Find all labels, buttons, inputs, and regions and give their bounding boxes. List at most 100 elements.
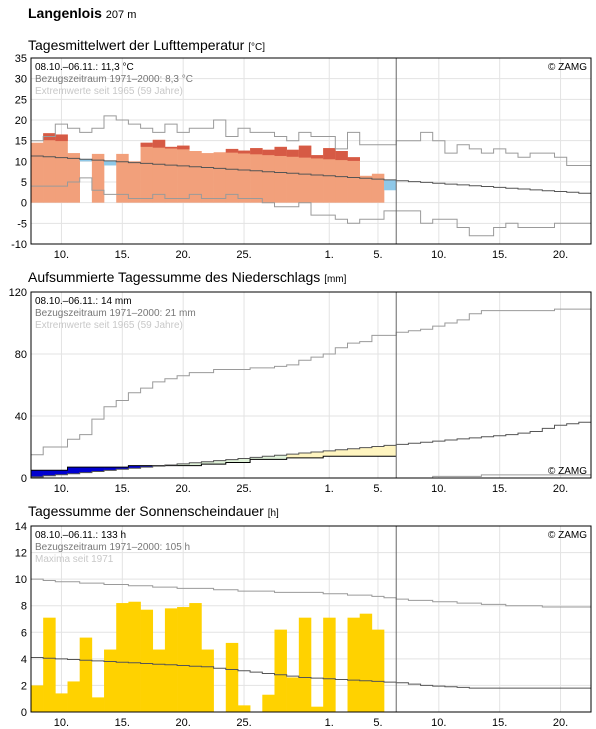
min-line bbox=[31, 177, 591, 237]
x-tick-label: 10. bbox=[431, 483, 446, 495]
chart-panel-2: 0 40 80 120 10. 15. 20. 25. 1. 5. 10. 15. 20. 08.10.–… bbox=[9, 287, 592, 495]
sunshine-bar bbox=[152, 649, 166, 712]
temperature-warm-bar bbox=[335, 151, 348, 161]
y-tick-label: 6 bbox=[21, 627, 27, 639]
temperature-anomaly-bar bbox=[31, 142, 44, 156]
sunshine-unit: [h] bbox=[267, 508, 279, 519]
precipitation-accum-bar bbox=[104, 467, 117, 471]
temperature-warm-bar bbox=[347, 157, 360, 161]
y-tick-label: 10 bbox=[15, 574, 27, 586]
temperature-warm-bar bbox=[152, 139, 166, 148]
max-line bbox=[31, 115, 591, 166]
temperature-anomaly-bar bbox=[201, 153, 214, 168]
x-tick-label: 10. bbox=[431, 249, 446, 261]
info-line: Bezugszeitraum 1971–2000: 8,3 °C bbox=[35, 74, 193, 85]
temperature-base-bar bbox=[67, 158, 80, 203]
precipitation-accum-bar bbox=[335, 449, 348, 457]
x-tick-label: 15. bbox=[115, 249, 130, 261]
temperature-anomaly-bar bbox=[225, 148, 239, 170]
temperature-base-bar bbox=[274, 172, 287, 203]
precipitation-accum-bar bbox=[189, 462, 202, 466]
temperature-warm-bar bbox=[237, 150, 251, 154]
temperature-anomaly-bar bbox=[189, 151, 202, 167]
precipitation-accum-bar bbox=[225, 459, 239, 463]
temperature-anomaly-bar bbox=[371, 173, 385, 180]
sunshine-bar bbox=[359, 613, 373, 712]
sunshine-bar bbox=[371, 629, 385, 712]
temperature-warm-bar bbox=[177, 145, 190, 150]
copyright-label: © ZAMG bbox=[548, 466, 587, 477]
temperature-warm-bar bbox=[250, 148, 263, 155]
x-tick-label: 15. bbox=[492, 717, 507, 729]
temperature-base-bar bbox=[225, 169, 239, 203]
precipitation-accum-bar bbox=[298, 453, 312, 458]
y-tick-label: 2 bbox=[21, 680, 27, 692]
precipitation-accum-bar bbox=[140, 465, 154, 468]
y-tick-label: 12 bbox=[15, 548, 27, 560]
temperature-anomaly-bar bbox=[213, 152, 227, 169]
temperature-anomaly-bar bbox=[237, 150, 251, 171]
x-tick-label: 5. bbox=[373, 249, 382, 261]
sunshine-bar bbox=[225, 642, 239, 712]
sunshine-bar bbox=[237, 705, 251, 712]
precipitation-accum-bar bbox=[79, 467, 93, 473]
sunshine-bar bbox=[164, 608, 178, 712]
y-tick-label: 15 bbox=[15, 136, 27, 148]
chart-panel-3: 0 2 4 6 8 10 12 14 10. 15. 20. 25. 1. 5. 10. 15. 20. 08.1… bbox=[15, 521, 592, 729]
x-tick-label: 10. bbox=[54, 717, 69, 729]
y-tick-label: 120 bbox=[9, 287, 27, 299]
precipitation-accum-bar bbox=[67, 467, 80, 474]
info-line: 08.10.–06.11.: 14 mm bbox=[35, 296, 132, 307]
x-tick-label: 20. bbox=[553, 717, 568, 729]
temperature-anomaly-bar bbox=[177, 145, 190, 166]
sunshine-chart-title: Tagessumme der Sonnenscheindauer [h] bbox=[28, 503, 279, 519]
y-tick-label: 0 bbox=[21, 198, 27, 210]
temperature-base-bar bbox=[347, 177, 360, 203]
x-tick-label: 25. bbox=[236, 249, 251, 261]
precipitation-accum-bar bbox=[347, 448, 360, 457]
precipitation-accum-bar bbox=[213, 460, 227, 465]
x-tick-label: 1. bbox=[325, 717, 334, 729]
sunshine-bar bbox=[274, 629, 287, 712]
x-tick-label: 5. bbox=[373, 717, 382, 729]
temperature-warm-bar bbox=[274, 146, 287, 156]
temperature-warm-bar bbox=[140, 142, 154, 147]
y-tick-label: -10 bbox=[11, 239, 27, 251]
copyright-label: © ZAMG bbox=[548, 530, 587, 541]
sunshine-bar bbox=[128, 601, 141, 712]
temperature-anomaly-bar bbox=[128, 161, 141, 163]
info-line: 08.10.–06.11.: 133 h bbox=[35, 530, 126, 541]
y-tick-label: -5 bbox=[17, 218, 27, 230]
temperature-base-bar bbox=[359, 178, 373, 203]
x-tick-label: 15. bbox=[115, 717, 130, 729]
x-tick-label: 15. bbox=[492, 249, 507, 261]
y-tick-label: 5 bbox=[21, 177, 27, 189]
plot-frame bbox=[30, 291, 592, 479]
y-tick-label: 14 bbox=[15, 521, 27, 533]
precipitation-accum-bar bbox=[43, 470, 56, 476]
precipitation-accum-bar bbox=[31, 470, 44, 477]
precipitation-chart-title: Aufsummierte Tagessumme des Niederschlag… bbox=[28, 269, 347, 285]
sunshine-bar bbox=[298, 617, 312, 712]
temperature-base-bar bbox=[298, 174, 312, 203]
temperature-warm-bar bbox=[286, 149, 300, 157]
x-tick-label: 20. bbox=[553, 483, 568, 495]
x-tick-label: 1. bbox=[325, 483, 334, 495]
temperature-anomaly-bar bbox=[116, 153, 129, 162]
precipitation-accum-bar bbox=[274, 455, 287, 460]
precipitation-line bbox=[31, 455, 397, 471]
normal-line bbox=[31, 657, 591, 689]
sunshine-bar bbox=[140, 609, 154, 712]
temperature-anomaly-bar bbox=[164, 146, 178, 166]
sunshine-bar bbox=[55, 693, 68, 712]
temperature-base-bar bbox=[55, 157, 68, 203]
temperature-anomaly-bar bbox=[311, 155, 324, 175]
precipitation-accum-bar bbox=[311, 451, 324, 458]
temperature-base-bar bbox=[311, 174, 324, 203]
temperature-anomaly-bar bbox=[104, 160, 117, 166]
station-elevation: 207 m bbox=[105, 9, 137, 21]
temperature-anomaly-bar bbox=[384, 179, 397, 191]
temperature-base-bar bbox=[286, 173, 300, 203]
temperature-base-bar bbox=[250, 170, 263, 203]
